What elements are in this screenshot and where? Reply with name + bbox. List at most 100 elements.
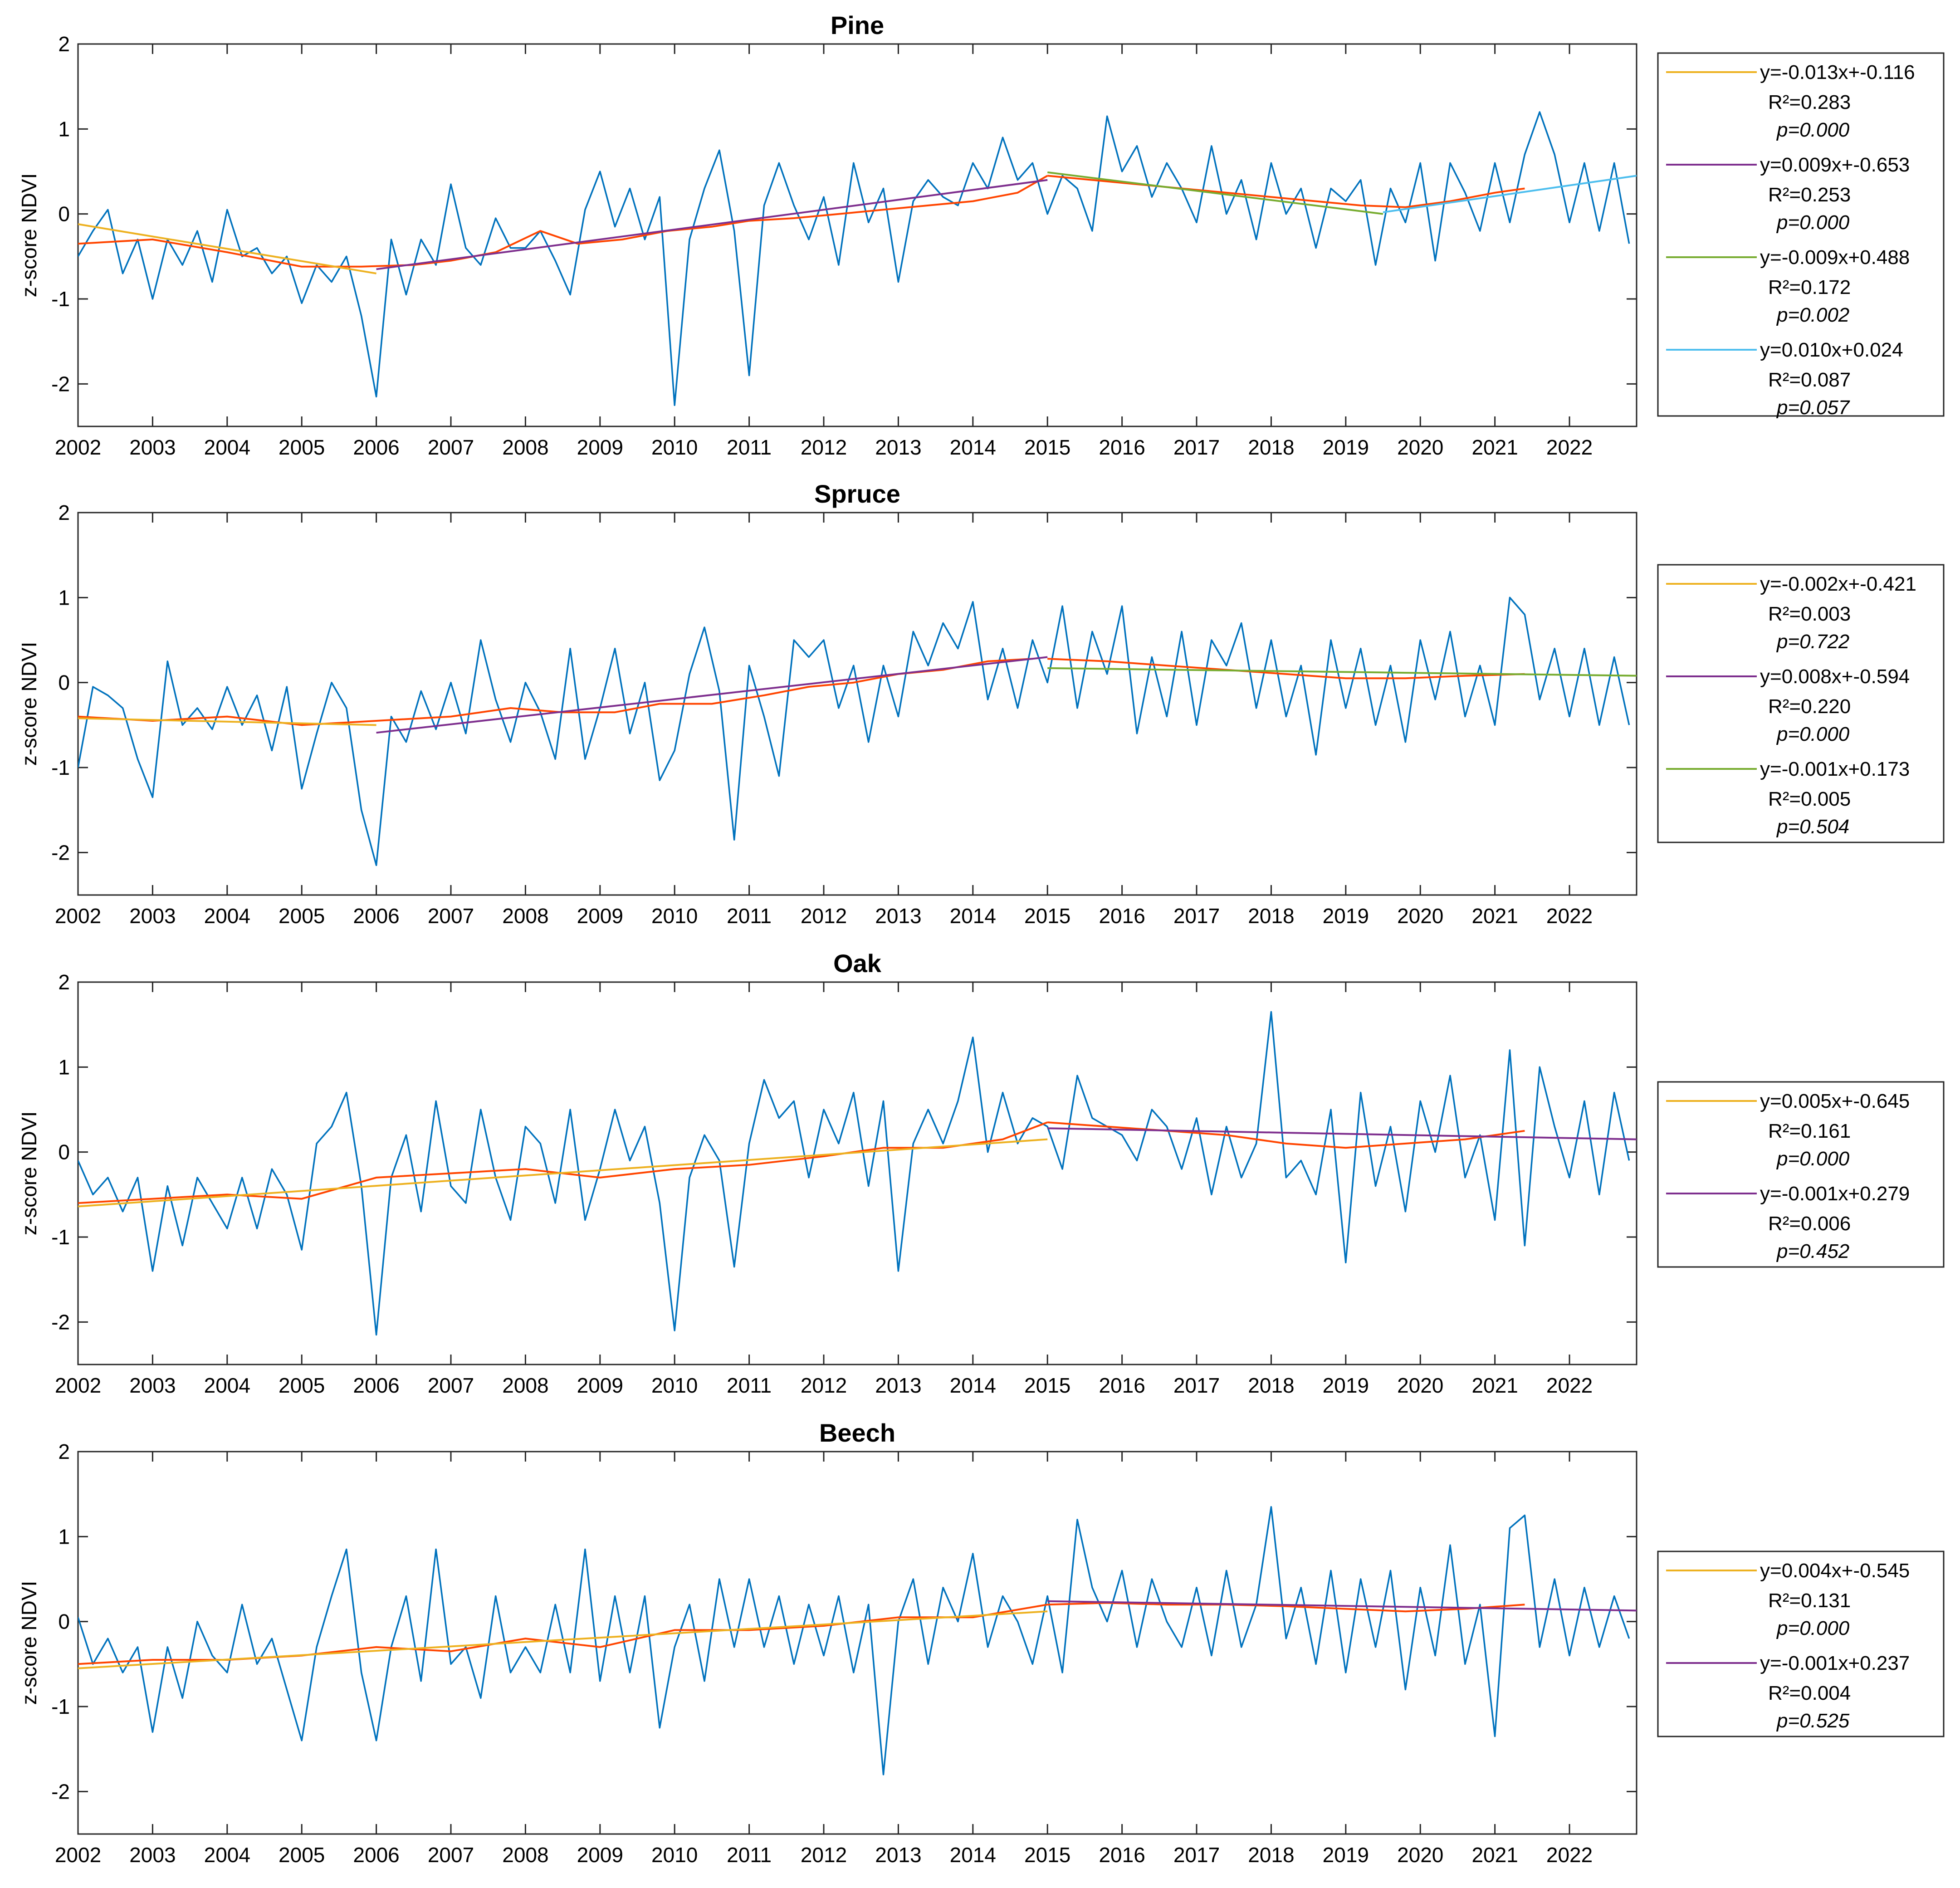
- legend-p-value: p=0.057: [1776, 396, 1850, 419]
- y-tick-label: -1: [51, 287, 70, 311]
- trend-line-2: [1047, 1600, 1637, 1612]
- legend-equation: y=-0.009x+0.488: [1760, 246, 1910, 269]
- ndvi-series-line: [78, 111, 1630, 406]
- x-tick-label: 2022: [1546, 1374, 1593, 1397]
- legend-p-value: p=0.000: [1776, 119, 1850, 141]
- legend-equation: y=-0.001x+0.173: [1760, 758, 1910, 780]
- legend-box: [1657, 564, 1945, 843]
- x-tick-label: 2005: [279, 1843, 325, 1867]
- legend-p-value: p=0.000: [1776, 1148, 1850, 1170]
- x-tick-label: 2002: [55, 904, 101, 928]
- y-tick-label: 0: [58, 202, 70, 226]
- x-tick-label: 2008: [502, 1374, 548, 1397]
- x-tick-label: 2016: [1099, 1843, 1145, 1867]
- data-layer: [78, 111, 1637, 406]
- x-tick-label: 2007: [428, 1843, 474, 1867]
- x-tick-label: 2017: [1173, 1374, 1220, 1397]
- y-tick-label: 2: [58, 32, 70, 56]
- legend-p-value: p=0.000: [1776, 1617, 1850, 1639]
- y-tick-label: 1: [58, 117, 70, 141]
- x-tick-label: 2013: [875, 1374, 921, 1397]
- x-tick-label: 2020: [1397, 1374, 1443, 1397]
- x-tick-label: 2003: [129, 1374, 176, 1397]
- trend-line-1: [78, 717, 376, 726]
- plot-area: [77, 512, 1637, 896]
- legend-equation: y=0.004x+-0.545: [1760, 1560, 1910, 1582]
- x-tick-label: 2021: [1471, 904, 1518, 928]
- y-tick-label: 0: [58, 1140, 70, 1164]
- x-tick-label: 2014: [950, 435, 996, 459]
- x-tick-label: 2005: [279, 904, 325, 928]
- x-tick-label: 2011: [727, 904, 772, 928]
- x-tick-label: 2019: [1323, 1843, 1369, 1867]
- x-tick-label: 2007: [428, 904, 474, 928]
- trend-line-4: [1383, 175, 1637, 213]
- trend-line-1: [78, 1138, 1048, 1208]
- y-tick-label: 1: [58, 1525, 70, 1548]
- x-tick-label: 2015: [1024, 1843, 1070, 1867]
- ndvi-series-line: [78, 1011, 1630, 1336]
- chart-title: Pine: [831, 11, 884, 39]
- legend-p-value: p=0.525: [1776, 1710, 1850, 1732]
- trend-line-2: [376, 656, 1048, 734]
- legend-r2: R²=0.005: [1768, 788, 1851, 810]
- y-tick-label: 0: [58, 671, 70, 695]
- ndvi-series-line: [78, 1506, 1630, 1776]
- x-tick-label: 2010: [651, 1374, 698, 1397]
- plot-area: [77, 1451, 1637, 1835]
- legend-p-value: p=0.452: [1776, 1240, 1849, 1262]
- legend-r2: R²=0.131: [1768, 1590, 1851, 1612]
- legend-r2: R²=0.172: [1768, 276, 1851, 298]
- x-tick-label: 2009: [577, 435, 623, 459]
- trend-line-3: [1047, 171, 1383, 215]
- y-tick-label: -1: [51, 1695, 70, 1718]
- x-tick-label: 2016: [1099, 1374, 1145, 1397]
- legend-r2: R²=0.087: [1768, 369, 1851, 391]
- trend-line-2: [1047, 1127, 1637, 1140]
- trend-line-1: [78, 223, 376, 274]
- x-tick-label: 2015: [1024, 1374, 1070, 1397]
- y-tick-label: 2: [58, 970, 70, 994]
- x-tick-label: 2013: [875, 1843, 921, 1867]
- x-tick-label: 2002: [55, 435, 101, 459]
- y-tick-label: 1: [58, 586, 70, 609]
- x-tick-label: 2002: [55, 1843, 101, 1867]
- x-tick-label: 2020: [1397, 1843, 1443, 1867]
- legend-r2: R²=0.161: [1768, 1120, 1851, 1142]
- moving-average-line: [1047, 175, 1525, 208]
- x-tick-label: 2018: [1248, 435, 1294, 459]
- moving-average-line: [1047, 1602, 1525, 1613]
- y-tick-label: 2: [58, 501, 70, 524]
- x-tick-label: 2014: [950, 1843, 996, 1867]
- y-tick-label: 0: [58, 1610, 70, 1634]
- data-layer: [78, 1011, 1637, 1336]
- legend-equation: y=-0.001x+0.279: [1760, 1183, 1910, 1205]
- legend-r2: R²=0.220: [1768, 695, 1851, 718]
- data-layer: [78, 597, 1637, 866]
- x-tick-label: 2009: [577, 1374, 623, 1397]
- x-tick-label: 2008: [502, 435, 548, 459]
- moving-average-line: [1047, 1121, 1525, 1149]
- legend-box: [1657, 52, 1945, 417]
- x-tick-label: 2017: [1173, 1843, 1220, 1867]
- legend-r2: R²=0.004: [1768, 1682, 1851, 1704]
- x-tick-label: 2018: [1248, 1843, 1294, 1867]
- x-tick-label: 2012: [801, 1843, 847, 1867]
- x-tick-label: 2021: [1471, 1843, 1518, 1867]
- x-tick-label: 2017: [1173, 435, 1220, 459]
- ndvi-series-line: [78, 597, 1630, 866]
- x-tick-label: 2011: [727, 435, 772, 459]
- x-tick-label: 2007: [428, 435, 474, 459]
- legend-spruce: y=-0.002x+-0.421 R²=0.003 p=0.722 y=0.008x+…: [1657, 564, 1945, 843]
- panel-oak: Oak -2 -1 0 1 2 2002 2003 2004 2005 2006 2007 2008 20…: [17, 949, 1637, 1397]
- legend-beech: y=0.004x+-0.545 R²=0.131 p=0.000 y=-0.001x+…: [1657, 1551, 1945, 1737]
- legend-p-value: p=0.722: [1776, 631, 1849, 653]
- x-tick-label: 2018: [1248, 1374, 1294, 1397]
- x-tick-label: 2013: [875, 904, 921, 928]
- x-tick-label: 2004: [204, 435, 250, 459]
- x-tick-label: 2009: [577, 1843, 623, 1867]
- legend-r2: R²=0.006: [1768, 1213, 1851, 1235]
- x-tick-label: 2010: [651, 435, 698, 459]
- x-tick-label: 2006: [353, 1374, 399, 1397]
- legend-p-value: p=0.000: [1776, 211, 1850, 234]
